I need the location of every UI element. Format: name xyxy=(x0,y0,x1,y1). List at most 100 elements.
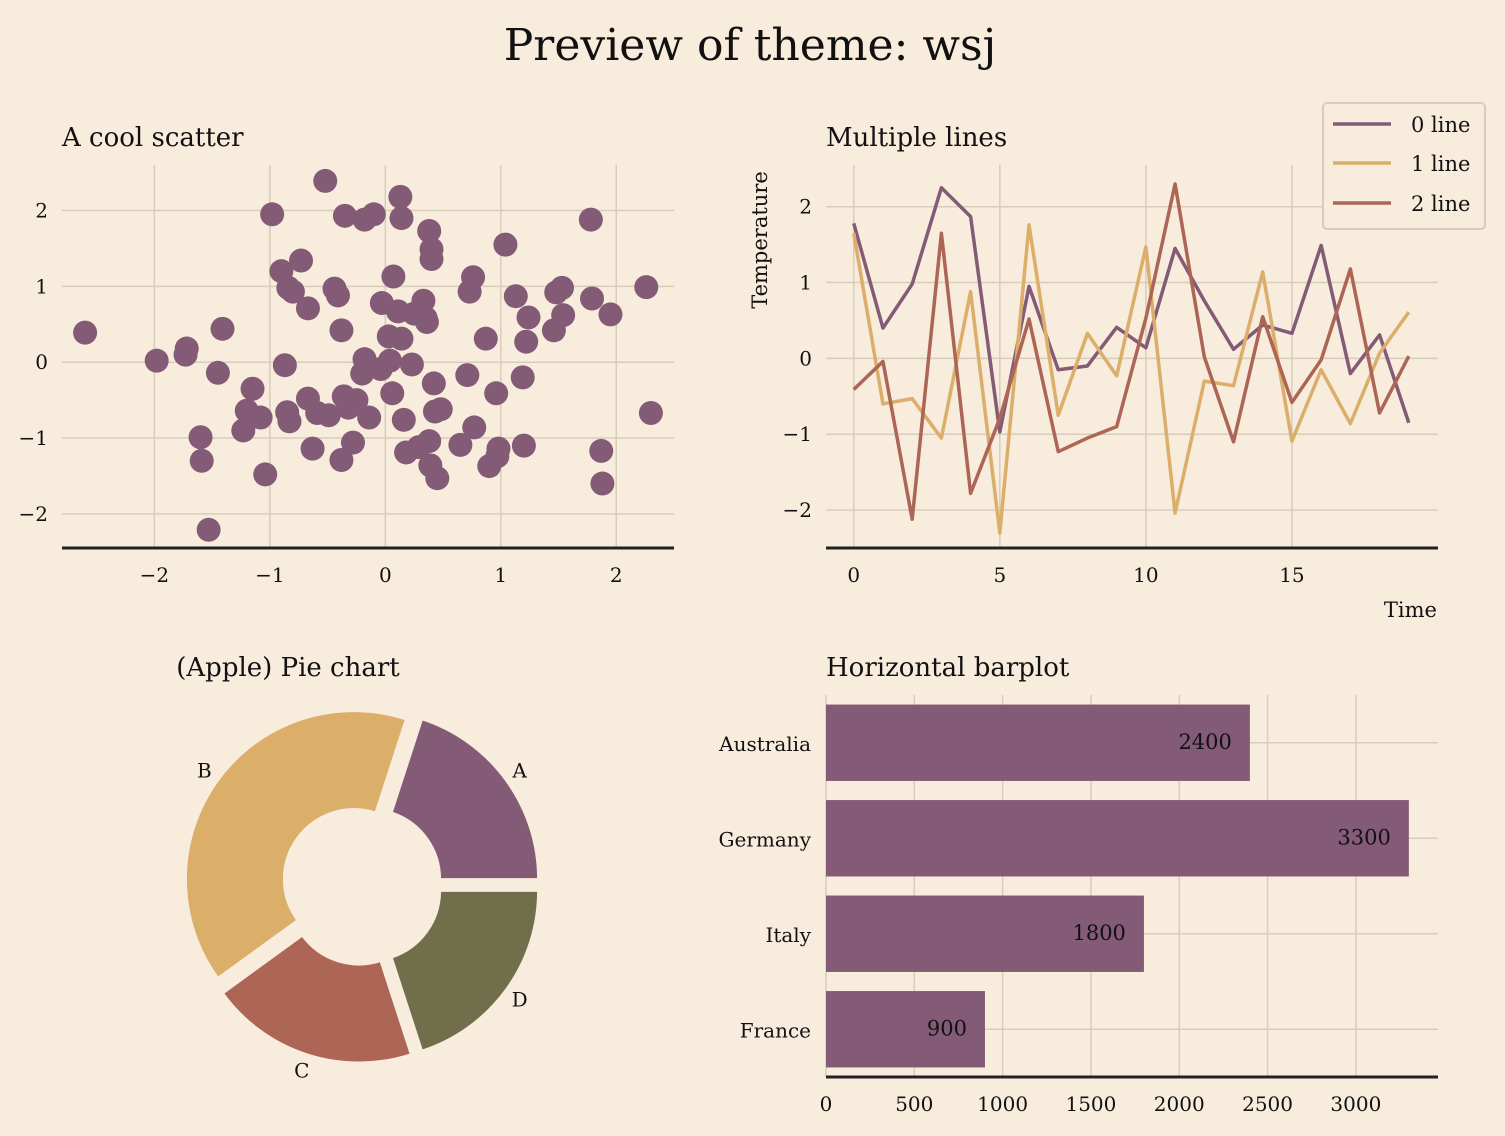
scatter-ytick-label: 0 xyxy=(35,350,48,374)
scatter-point xyxy=(638,401,663,426)
figure-suptitle: Preview of theme: wsj xyxy=(504,20,997,71)
legend-label-0: 0 line xyxy=(1411,113,1470,137)
scatter-point xyxy=(188,425,213,450)
barh-xtick-label: 0 xyxy=(820,1092,833,1116)
pie-label-c: C xyxy=(294,1058,309,1082)
scatter-point xyxy=(511,433,536,458)
bar-germany xyxy=(826,800,1409,877)
barh-xtick-label: 3000 xyxy=(1330,1092,1381,1116)
barh-xtick-label: 1500 xyxy=(1065,1092,1116,1116)
scatter-point xyxy=(231,418,256,443)
scatter-point xyxy=(514,329,539,354)
line-series-0 xyxy=(852,186,1411,434)
scatter-point xyxy=(510,365,535,390)
barh-category-label: Australia xyxy=(718,732,811,756)
scatter-point xyxy=(428,397,453,422)
scatter-point xyxy=(248,405,273,430)
barh-ticks: 0 500 1000 1500 2000 2500 3000 Australia Germany… xyxy=(718,732,1381,1116)
scatter-xtick-label: 2 xyxy=(610,563,623,587)
lines-panel: Multiple lines 0 5 10 15 −2 −1 0 1 2 Temperature… xyxy=(748,102,1486,622)
scatter-point xyxy=(377,348,402,373)
scatter-point xyxy=(361,202,386,227)
scatter-point xyxy=(196,517,221,542)
lines-ytick-label: 0 xyxy=(799,346,812,370)
line-series-1 xyxy=(852,223,1411,535)
scatter-point xyxy=(389,326,414,351)
scatter-points xyxy=(73,168,663,542)
scatter-point xyxy=(461,265,486,290)
scatter-point xyxy=(205,360,230,385)
scatter-xtick-label: 0 xyxy=(379,563,392,587)
scatter-point xyxy=(272,353,297,378)
scatter-point xyxy=(391,407,416,432)
scatter-point xyxy=(381,264,406,289)
scatter-point xyxy=(277,409,302,434)
scatter-point xyxy=(325,283,350,308)
pie-label-b: B xyxy=(197,758,212,782)
bar-italy xyxy=(826,895,1144,972)
legend-label-1: 1 line xyxy=(1411,152,1470,176)
lines-xtick-label: 10 xyxy=(1133,563,1158,587)
lines-series xyxy=(852,182,1411,535)
lines-ylabel: Temperature xyxy=(748,171,772,309)
scatter-point xyxy=(144,348,169,373)
scatter-point xyxy=(289,248,314,273)
barh-bars: 2400 3300 1800 900 xyxy=(826,704,1409,1068)
line-series-2 xyxy=(852,182,1411,521)
pie-labels: A B C D xyxy=(197,758,528,1082)
scatter-point xyxy=(414,309,439,334)
scatter-panel: A cool scatter −2 −1 0 1 2 −2 −1 0 1 2 xyxy=(19,123,674,587)
scatter-point xyxy=(462,415,487,440)
lines-xtick-label: 0 xyxy=(847,563,860,587)
scatter-point xyxy=(210,316,235,341)
barh-panel: Horizontal barplot 2400 3300 1800 900 0 500 1… xyxy=(718,653,1438,1116)
scatter-xtick-label: 1 xyxy=(494,563,507,587)
lines-xtick-label: 15 xyxy=(1279,563,1304,587)
pie-label-a: A xyxy=(511,758,527,782)
bar-value-label: 2400 xyxy=(1178,730,1231,754)
bar-france xyxy=(826,991,985,1068)
scatter-point xyxy=(344,388,369,413)
scatter-ytick-label: −2 xyxy=(19,502,48,526)
scatter-point xyxy=(503,284,528,309)
scatter-point xyxy=(419,247,444,272)
legend-label-2: 2 line xyxy=(1411,192,1470,216)
scatter-point xyxy=(300,436,325,461)
scatter-ytick-label: 1 xyxy=(35,274,48,298)
scatter-point xyxy=(340,430,365,455)
barh-xtick-label: 1000 xyxy=(977,1092,1028,1116)
scatter-point xyxy=(551,303,576,328)
scatter-point xyxy=(589,438,614,463)
scatter-point xyxy=(417,218,442,243)
scatter-point xyxy=(389,206,414,231)
scatter-point xyxy=(332,203,357,228)
barh-xtick-label: 500 xyxy=(895,1092,933,1116)
scatter-point xyxy=(399,352,424,377)
barh-category-label: Italy xyxy=(765,923,811,947)
scatter-point xyxy=(316,403,341,428)
scatter-point xyxy=(486,436,511,461)
scatter-xtick-label: −1 xyxy=(255,563,284,587)
scatter-point xyxy=(417,429,442,454)
pie-slice-c xyxy=(221,934,413,1064)
scatter-point xyxy=(448,432,473,457)
scatter-point xyxy=(253,462,278,487)
scatter-point xyxy=(493,232,518,257)
scatter-point xyxy=(329,448,354,473)
scatter-point xyxy=(313,168,338,193)
scatter-point xyxy=(380,381,405,406)
bar-australia xyxy=(826,704,1250,781)
pie-panel: (Apple) Pie chart A B C D xyxy=(176,653,540,1082)
scatter-point xyxy=(484,381,509,406)
scatter-point xyxy=(357,405,382,430)
scatter-point xyxy=(590,471,615,496)
lines-xtick-label: 5 xyxy=(993,563,1006,587)
pie-slice-d xyxy=(390,889,540,1052)
lines-ticks: 0 5 10 15 −2 −1 0 1 2 xyxy=(783,195,1305,587)
scatter-point xyxy=(578,207,603,232)
barh-xtick-label: 2500 xyxy=(1242,1092,1293,1116)
pie-slice-a xyxy=(390,718,540,881)
scatter-point xyxy=(295,296,320,321)
lines-ytick-label: 2 xyxy=(799,195,812,219)
